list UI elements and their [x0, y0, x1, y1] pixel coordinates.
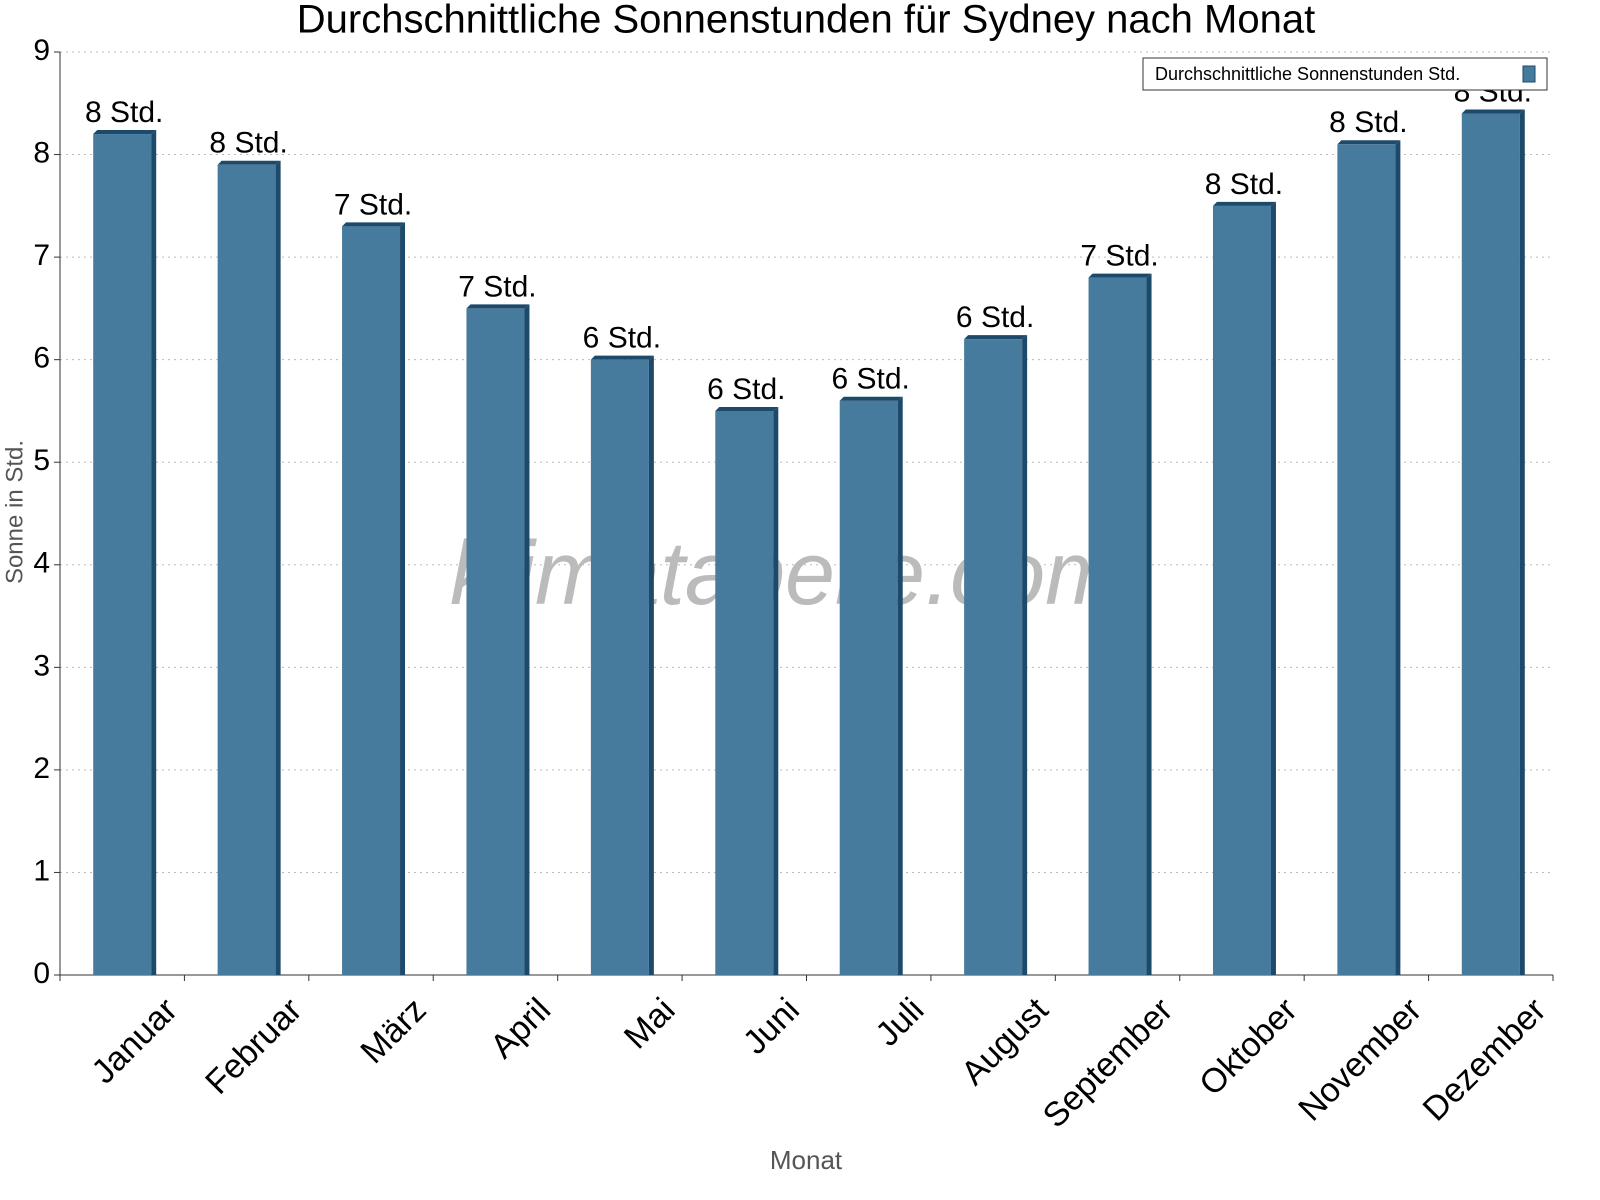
bar-side [1519, 109, 1525, 976]
x-tick-label: Oktober [1192, 991, 1304, 1103]
x-tick-label: August [954, 990, 1056, 1092]
bar-top [342, 222, 406, 227]
bar-top [964, 335, 1028, 340]
y-tick-label: 2 [33, 752, 50, 785]
x-tick-label: Juni [736, 991, 807, 1062]
y-axis-label: Sonne in Std. [1, 440, 28, 584]
y-tick-label: 3 [33, 649, 50, 682]
bar-side [1270, 201, 1276, 976]
legend-box [1142, 57, 1548, 91]
legend-swatch [1522, 65, 1536, 83]
bar-side [1146, 273, 1152, 976]
x-axis-label: Monat [770, 1145, 843, 1175]
value-label: 8 Std. [209, 127, 287, 160]
bar-side [275, 160, 281, 976]
bar-top [1461, 109, 1525, 114]
legend: Durchschnittliche Sonnenstunden Std. [1142, 57, 1548, 91]
value-label: 6 Std. [707, 373, 785, 406]
bar-top [590, 355, 654, 360]
value-label: 7 Std. [458, 270, 536, 303]
x-tick-label: April [483, 991, 558, 1066]
bar-top [466, 304, 530, 309]
y-tick-label: 9 [33, 34, 50, 67]
bar-top [715, 406, 779, 411]
bar [1461, 113, 1520, 976]
y-tick-label: 1 [33, 854, 50, 887]
bar [839, 400, 898, 975]
value-label: 7 Std. [334, 188, 412, 221]
value-label: 6 Std. [583, 322, 661, 355]
bar [342, 226, 401, 975]
bar-side [648, 355, 654, 976]
bar [1212, 205, 1271, 976]
x-tick-label: Juli [868, 991, 931, 1054]
x-tick-label: Dezember [1416, 991, 1554, 1129]
bar-top [839, 396, 903, 401]
chart-title: Durchschnittliche Sonnenstunden für Sydn… [297, 0, 1315, 42]
bar-side [151, 130, 157, 976]
bar-top [1088, 273, 1152, 278]
bar-side [524, 304, 530, 975]
bar-side [1395, 140, 1401, 976]
bar [964, 339, 1023, 976]
bar [715, 410, 774, 975]
bar [466, 308, 525, 975]
bar [217, 164, 276, 976]
y-tick-label: 7 [33, 239, 50, 272]
x-tick-label: Mai [617, 991, 683, 1057]
bar [93, 134, 152, 976]
value-label: 8 Std. [1205, 168, 1283, 201]
bar-top [1212, 201, 1276, 206]
bar-side [1022, 335, 1028, 976]
value-label: 8 Std. [1329, 106, 1407, 139]
bar-top [217, 160, 281, 165]
value-label: 6 Std. [832, 363, 910, 396]
bar-side [897, 396, 903, 975]
bar [590, 359, 649, 976]
y-tick-label: 5 [33, 444, 50, 477]
y-tick-label: 8 [33, 136, 50, 169]
y-tick-label: 0 [33, 957, 50, 990]
value-label: 6 Std. [956, 301, 1034, 334]
x-tick-label: September [1036, 991, 1180, 1135]
legend-label: Durchschnittliche Sonnenstunden Std. [1155, 64, 1460, 84]
bar-side [773, 406, 779, 975]
x-tick-label: November [1291, 991, 1429, 1129]
bar-top [1337, 140, 1401, 145]
x-tick-label: Januar [84, 991, 184, 1091]
y-tick-label: 4 [33, 547, 50, 580]
bar-top [93, 130, 157, 135]
bar-side [400, 222, 406, 975]
value-label: 7 Std. [1080, 240, 1158, 273]
bar [1337, 144, 1396, 976]
y-tick-label: 6 [33, 342, 50, 375]
value-label: 8 Std. [85, 96, 163, 129]
x-tick-label: März [353, 991, 433, 1071]
x-tick-label: Februar [198, 991, 309, 1102]
bar [1088, 277, 1147, 976]
